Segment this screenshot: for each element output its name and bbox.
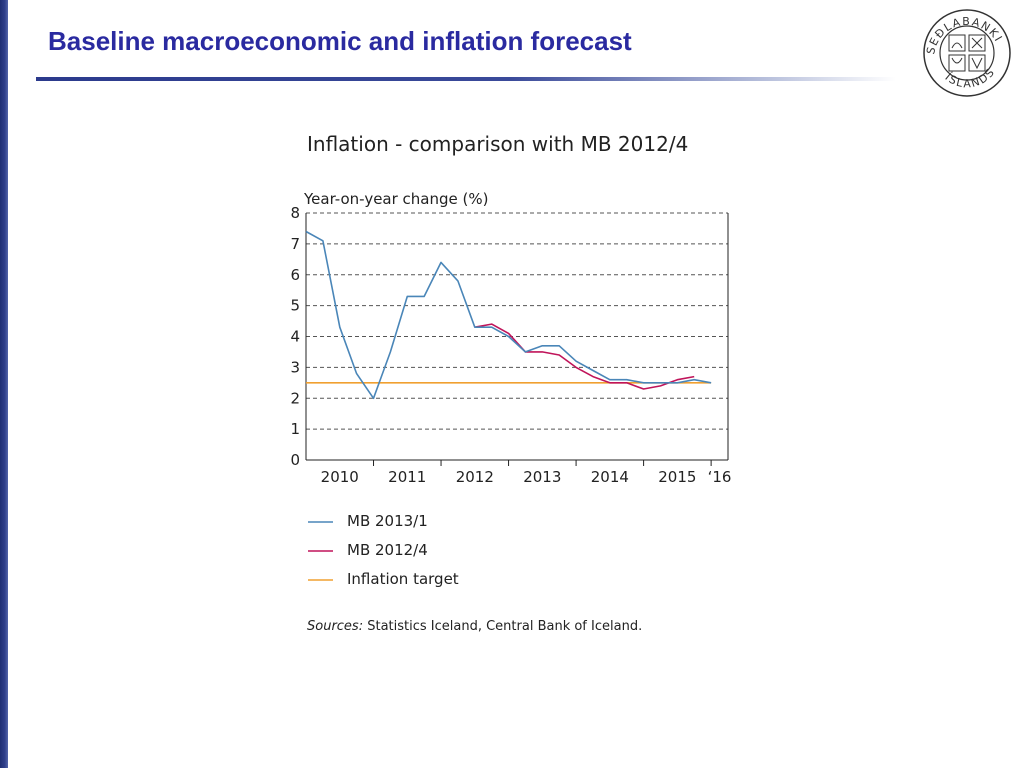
- y-tick-label: 0: [290, 451, 300, 469]
- legend-label: Inflation target: [347, 570, 459, 588]
- y-tick-label: 7: [290, 235, 300, 253]
- series-line-mb-2012-4: [474, 323, 695, 390]
- left-accent-bar: [0, 0, 8, 768]
- y-tick-label: 5: [290, 297, 300, 315]
- slide-title: Baseline macroeconomic and inflation for…: [48, 26, 632, 56]
- y-tick-label: 3: [290, 358, 300, 376]
- y-axis-label: Year-on-year change (%): [303, 190, 488, 208]
- x-tick-label: 2011: [388, 468, 426, 486]
- y-tick-label: 1: [290, 420, 300, 438]
- legend-label: MB 2012/4: [347, 541, 428, 559]
- x-tick-label: 2015: [658, 468, 696, 486]
- x-tick-label: ‘16: [708, 468, 732, 486]
- y-tick-label: 2: [290, 389, 300, 407]
- legend: MB 2013/1 MB 2012/4 Inflation target: [308, 512, 459, 588]
- title-rule: [36, 77, 896, 81]
- x-tick-label: 2013: [523, 468, 561, 486]
- central-bank-logo: SEÐLABANKI ÍSLANDS: [923, 9, 1011, 97]
- x-tick-label: 2012: [456, 468, 494, 486]
- series-line-mb-2013-1: [305, 230, 712, 400]
- y-tick-label: 8: [290, 204, 300, 222]
- x-tick-label: 2010: [321, 468, 359, 486]
- sources-text: Statistics Iceland, Central Bank of Icel…: [367, 619, 643, 634]
- sources-label: Sources:: [307, 619, 364, 634]
- y-tick-label: 4: [290, 328, 300, 346]
- legend-label: MB 2013/1: [347, 512, 428, 530]
- grid-layer: [306, 212, 728, 430]
- sources-note: Sources: Statistics Iceland, Central Ban…: [307, 619, 642, 634]
- y-tick-label: 6: [290, 266, 300, 284]
- x-tick-label: 2014: [591, 468, 629, 486]
- axis-layer: 0 1 2 3 4 5 6 7 8 2010 2011 2012 2013 2014 2015 ‘16: [290, 204, 731, 486]
- series-layer: [305, 230, 712, 400]
- chart-title: Inflation - comparison with MB 2012/4: [307, 132, 688, 156]
